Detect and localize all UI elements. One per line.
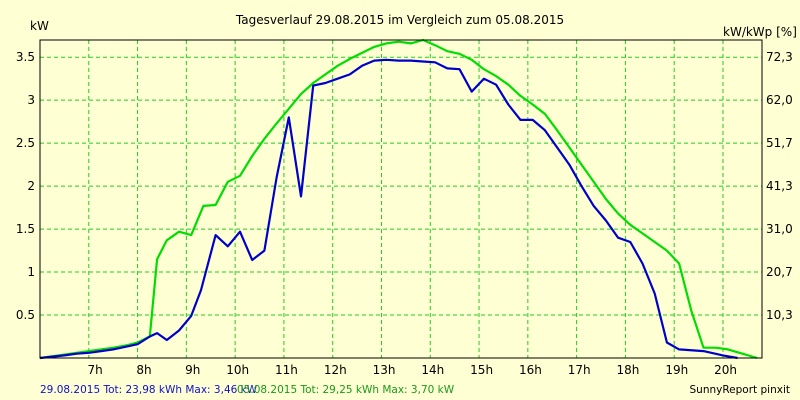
y-tick-label: 2	[27, 179, 35, 193]
brand-label: SunnyReport pinxit	[689, 384, 790, 396]
series1-summary: 29.08.2015 Tot: 23,98 kWh Max: 3,46 kW	[40, 384, 258, 396]
y-tick-label-right: 31,0	[766, 222, 793, 236]
series-line-1	[39, 58, 738, 360]
x-tick-label: 9h	[185, 363, 200, 377]
y-axis-label-right: kW/kWp [%]	[723, 25, 797, 39]
x-tick-label: 20h	[714, 363, 737, 377]
y-tick-label: 2.5	[16, 136, 35, 150]
x-tick-label: 8h	[136, 363, 151, 377]
y-tick-label-right: 51,7	[766, 136, 793, 150]
y-tick-label-right: 72,3	[766, 50, 793, 64]
y-tick-label: 1	[27, 265, 35, 279]
series-line-2	[39, 38, 758, 360]
x-tick-label: 19h	[665, 363, 688, 377]
x-tick-label: 13h	[373, 363, 396, 377]
chart-series	[39, 38, 758, 360]
y-tick-label: 3	[27, 93, 35, 107]
chart-labels: 0.5 10,3 1 20,7 1.5 31,0 2 41,3 2.5 51,7 3 62,0 3.5 7…	[16, 50, 793, 377]
y-tick-label: 1.5	[16, 222, 35, 236]
y-tick-label-right: 20,7	[766, 265, 793, 279]
x-tick-label: 10h	[226, 363, 249, 377]
plot-frame	[39, 39, 763, 359]
chart-title: Tagesverlauf 29.08.2015 im Vergleich zum…	[235, 13, 564, 27]
y-axis-label-left: kW	[30, 19, 49, 33]
x-tick-label: 7h	[88, 363, 103, 377]
x-tick-label: 11h	[275, 363, 298, 377]
x-tick-label: 17h	[568, 363, 591, 377]
y-tick-label-right: 62,0	[766, 93, 793, 107]
chart-axes	[39, 39, 763, 359]
x-tick-label: 18h	[617, 363, 640, 377]
y-tick-label: 3.5	[16, 50, 35, 64]
chart-footer: 29.08.2015 Tot: 23,98 kWh Max: 3,46 kW 0…	[0, 383, 800, 399]
y-tick-label-right: 10,3	[766, 308, 793, 322]
x-tick-label: 12h	[324, 363, 347, 377]
x-tick-label: 16h	[519, 363, 542, 377]
x-tick-label: 14h	[421, 363, 444, 377]
y-tick-label-right: 41,3	[766, 179, 793, 193]
series2-summary: 05.08.2015 Tot: 29,25 kWh Max: 3,70 kW	[237, 384, 455, 396]
x-tick-label: 15h	[470, 363, 493, 377]
chart-grid	[40, 40, 762, 358]
y-tick-label: 0.5	[16, 308, 35, 322]
